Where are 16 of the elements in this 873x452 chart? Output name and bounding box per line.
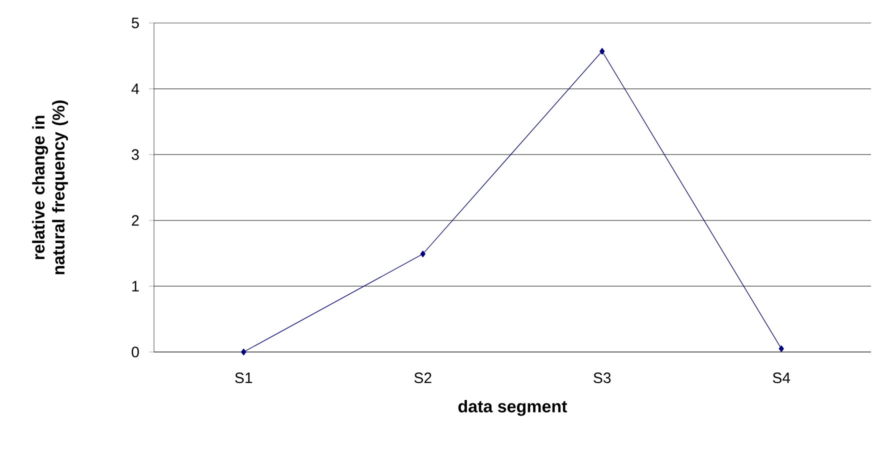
y-axis-title: relative change in natural frequency (%) — [32, 100, 68, 274]
y-tick-label: 0 — [132, 346, 139, 358]
y-tick-label: 5 — [132, 18, 139, 28]
y-tick-label: 3 — [132, 149, 139, 160]
x-tick-label: S2 — [414, 372, 432, 384]
y-tick-label: 4 — [131, 84, 140, 94]
x-tick-label: S4 — [772, 372, 790, 384]
y-tick-label: 1 — [132, 281, 139, 292]
point — [420, 250, 426, 258]
point — [600, 48, 605, 55]
x-tick-label: S1 — [235, 372, 252, 384]
point — [778, 345, 784, 352]
x-axis-title: data segment — [458, 400, 568, 416]
y-tick-label: 2 — [132, 215, 139, 226]
point — [241, 348, 246, 356]
x-tick-label: S3 — [594, 372, 611, 384]
